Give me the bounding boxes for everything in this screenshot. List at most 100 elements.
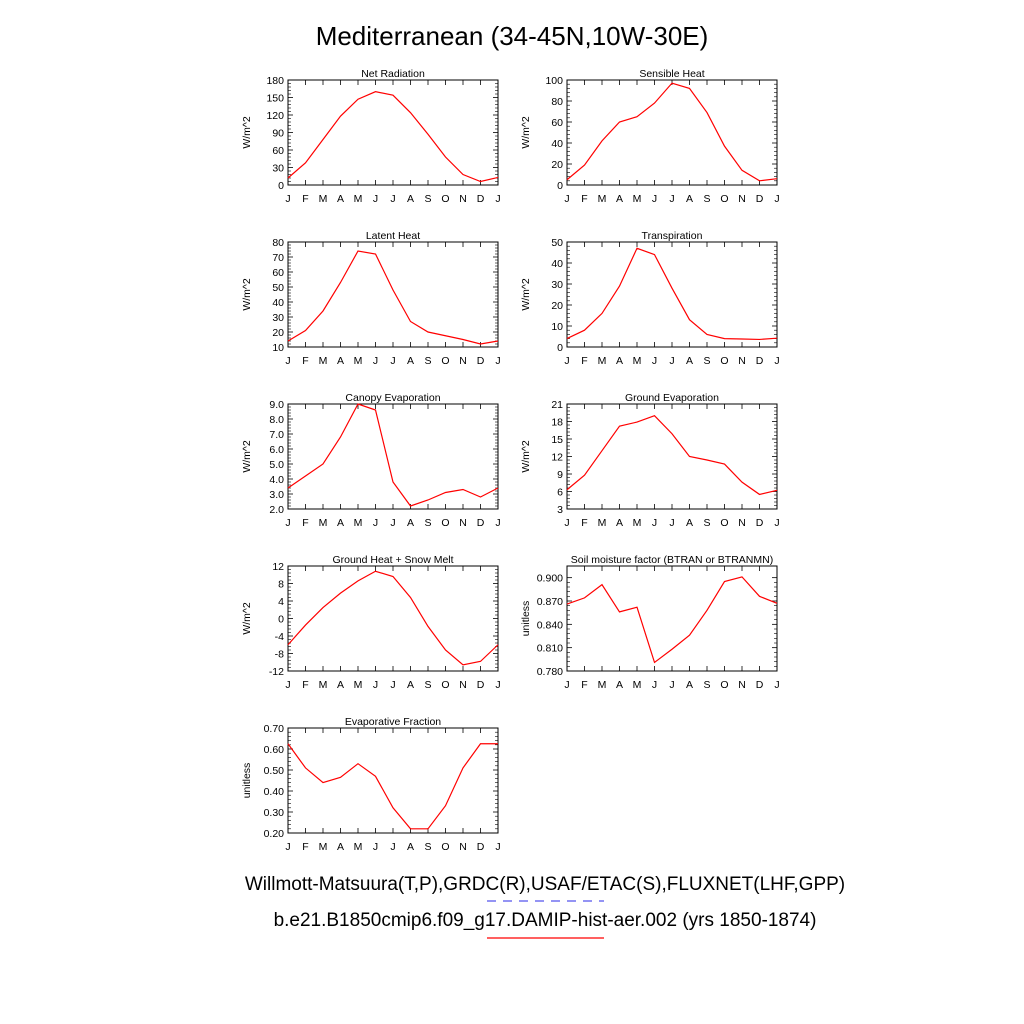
x-tick-label: J	[390, 355, 395, 367]
x-tick-label: F	[581, 193, 587, 205]
y-tick-label: 100	[545, 75, 563, 87]
x-tick-label: F	[302, 679, 308, 691]
x-tick-label: J	[390, 841, 395, 853]
x-tick-label: J	[373, 679, 378, 691]
x-tick-label: J	[669, 355, 674, 367]
y-tick-label: 3.0	[269, 489, 284, 501]
x-tick-label: M	[598, 193, 607, 205]
x-tick-label: M	[354, 679, 363, 691]
x-tick-label: M	[354, 193, 363, 205]
x-tick-label: O	[441, 841, 449, 853]
panel-title: Ground Heat + Snow Melt	[332, 554, 453, 566]
x-tick-label: J	[285, 355, 290, 367]
panel-title: Evaporative Fraction	[345, 716, 441, 728]
series-line-1	[287, 403, 499, 507]
y-axis-label: W/m^2	[241, 116, 253, 149]
y-tick-label: 9	[557, 469, 563, 481]
panel-9: Evaporative Fraction unitless 0.20 0.30 0.40…	[241, 716, 501, 853]
x-tick-label: S	[703, 679, 710, 691]
y-tick-label: 60	[272, 267, 284, 279]
y-tick-label: -8	[275, 649, 284, 661]
y-axis-label: unitless	[241, 763, 253, 799]
x-tick-label: J	[774, 679, 779, 691]
x-tick-label: M	[633, 193, 642, 205]
x-tick-label: S	[424, 841, 431, 853]
x-tick-label: J	[564, 679, 569, 691]
y-tick-label: 0.840	[537, 619, 563, 631]
y-tick-label: 8	[278, 579, 284, 591]
y-tick-label: 120	[266, 110, 284, 122]
x-tick-label: J	[285, 841, 290, 853]
x-tick-label: A	[337, 355, 344, 367]
x-tick-label: M	[319, 193, 328, 205]
y-tick-label: 0.900	[537, 573, 563, 585]
x-tick-label: A	[686, 517, 693, 529]
y-tick-label: 0	[278, 180, 284, 192]
x-tick-label: N	[738, 193, 746, 205]
y-tick-label: 80	[272, 237, 284, 249]
x-tick-label: D	[756, 355, 764, 367]
x-tick-label: J	[652, 193, 657, 205]
x-tick-label: M	[354, 841, 363, 853]
y-tick-label: 70	[272, 252, 284, 264]
x-tick-label: A	[686, 679, 693, 691]
x-tick-label: N	[738, 679, 746, 691]
y-tick-label: 30	[272, 163, 284, 175]
plot-frame	[566, 79, 778, 186]
y-axis-label: unitless	[520, 601, 532, 637]
series-line-1	[287, 570, 499, 666]
x-tick-label: M	[633, 679, 642, 691]
x-tick-label: D	[756, 193, 764, 205]
x-tick-label: A	[616, 355, 623, 367]
y-tick-label: 50	[272, 282, 284, 294]
y-tick-label: 0.40	[264, 786, 285, 798]
x-tick-label: F	[302, 193, 308, 205]
x-tick-label: A	[337, 517, 344, 529]
y-tick-label: 7.0	[269, 429, 284, 441]
y-tick-label: 0	[557, 180, 563, 192]
x-tick-label: A	[686, 193, 693, 205]
x-tick-label: O	[720, 679, 728, 691]
legend-line1-text: Willmott-Matsuura(T,P),GRDC(R),USAF/ETAC…	[245, 874, 845, 895]
x-tick-label: A	[407, 679, 414, 691]
plot-frame	[566, 565, 778, 672]
y-tick-label: 30	[272, 312, 284, 324]
y-tick-label: 10	[551, 321, 563, 333]
x-tick-label: M	[598, 679, 607, 691]
y-axis-label: W/m^2	[241, 440, 253, 473]
x-tick-label: F	[302, 517, 308, 529]
y-axis-label: W/m^2	[241, 602, 253, 635]
x-tick-label: A	[407, 841, 414, 853]
x-tick-label: A	[337, 193, 344, 205]
y-tick-label: 0.30	[264, 807, 285, 819]
x-tick-label: M	[354, 355, 363, 367]
x-tick-label: J	[652, 355, 657, 367]
y-tick-label: 40	[551, 258, 563, 270]
x-tick-label: O	[441, 517, 449, 529]
x-tick-label: A	[686, 355, 693, 367]
x-tick-label: D	[477, 355, 485, 367]
x-tick-label: S	[703, 355, 710, 367]
plot-frame	[566, 241, 778, 348]
plot-frame	[287, 403, 499, 510]
panel-7: Ground Heat + Snow Melt W/m^2 -12 -8 -4 0 4 8 12…	[241, 554, 501, 691]
x-tick-label: D	[756, 517, 764, 529]
x-tick-label: J	[495, 355, 500, 367]
x-tick-label: J	[669, 193, 674, 205]
x-tick-label: J	[564, 517, 569, 529]
x-tick-label: J	[373, 841, 378, 853]
series-line-1	[287, 743, 498, 830]
x-tick-label: M	[633, 517, 642, 529]
panel-8: Soil moisture factor (BTRAN or BTRANMN) u…	[520, 554, 780, 691]
series-line-1	[566, 82, 778, 182]
panel-title: Soil moisture factor (BTRAN or BTRANMN)	[571, 554, 773, 566]
x-tick-label: J	[774, 355, 779, 367]
x-tick-label: O	[720, 193, 728, 205]
y-axis-label: W/m^2	[520, 278, 532, 311]
x-tick-label: M	[354, 517, 363, 529]
